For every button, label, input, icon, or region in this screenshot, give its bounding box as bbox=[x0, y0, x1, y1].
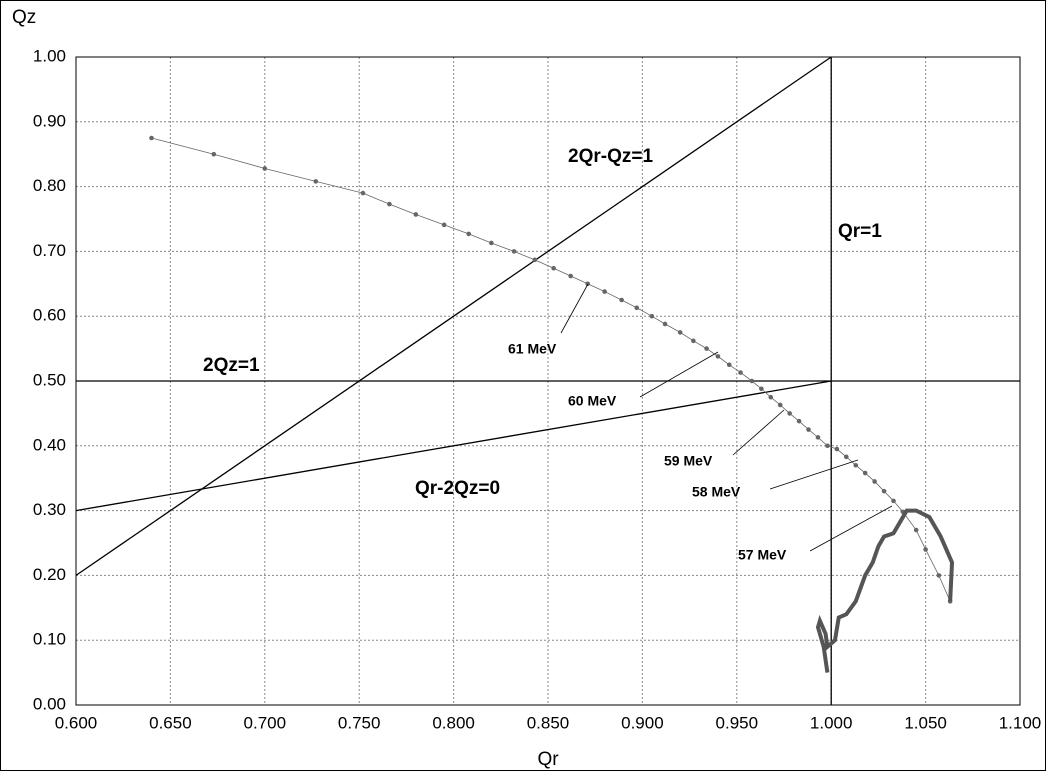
tune-point bbox=[568, 273, 573, 279]
y-tick-label: 0.40 bbox=[33, 435, 66, 454]
annotation-pointer bbox=[769, 459, 859, 490]
x-tick-label: 1.100 bbox=[999, 713, 1042, 732]
y-tick-label: 0.70 bbox=[33, 241, 66, 260]
x-axis-label: Qr bbox=[537, 749, 559, 770]
annotation: Qr-2Qz=0 bbox=[415, 478, 500, 499]
tune-point bbox=[834, 446, 840, 452]
annotation-pointer bbox=[732, 409, 785, 456]
x-tick-label: 0.950 bbox=[716, 713, 759, 732]
annotation-pointer bbox=[639, 351, 719, 398]
x-tick-label: 0.700 bbox=[244, 713, 287, 732]
tune-point bbox=[787, 411, 792, 416]
tune-point bbox=[891, 498, 896, 504]
y-tick-label: 0.60 bbox=[33, 306, 66, 325]
resonance-line bbox=[75, 380, 832, 512]
x-tick-label: 1.000 bbox=[810, 713, 853, 732]
tune-point bbox=[441, 222, 447, 228]
x-tick-label: 0.600 bbox=[55, 713, 98, 732]
tune-trace-thick bbox=[815, 508, 955, 673]
tune-point bbox=[489, 240, 494, 246]
y-tick-label: 1.00 bbox=[33, 46, 66, 65]
tune-point bbox=[466, 231, 472, 237]
tune-point bbox=[862, 470, 868, 476]
tune-point bbox=[777, 402, 783, 408]
x-tick-label: 0.750 bbox=[338, 713, 381, 732]
y-axis-label: Qz bbox=[12, 7, 36, 28]
annotation: 60 MeV bbox=[568, 393, 617, 409]
tune-point bbox=[923, 547, 928, 552]
y-tick-label: 0.30 bbox=[33, 500, 66, 519]
tune-point bbox=[634, 305, 640, 311]
y-tick-label: 0.20 bbox=[33, 565, 66, 584]
x-tick-label: 0.850 bbox=[527, 713, 570, 732]
annotation-pointer bbox=[560, 283, 589, 334]
tune-point bbox=[662, 321, 668, 327]
tune-point bbox=[872, 479, 877, 484]
tune-point bbox=[806, 427, 811, 432]
tune-point bbox=[649, 313, 655, 319]
tune-point bbox=[211, 151, 217, 157]
tune-point bbox=[796, 418, 802, 424]
tune-point bbox=[749, 378, 755, 384]
y-tick-label: 0.90 bbox=[33, 111, 66, 130]
tune-point bbox=[815, 435, 821, 440]
tune-point bbox=[677, 330, 683, 335]
annotation: 59 MeV bbox=[664, 453, 713, 469]
annotation: 57 MeV bbox=[738, 547, 787, 563]
tune-point bbox=[726, 362, 732, 368]
annotation: Qr=1 bbox=[838, 221, 882, 242]
tune-point bbox=[149, 135, 154, 141]
tune-point bbox=[825, 443, 830, 449]
annotation: 2Qz=1 bbox=[203, 355, 260, 376]
tune-point bbox=[759, 386, 764, 392]
annotation-pointer bbox=[809, 505, 893, 552]
annotation: 2Qr-Qz=1 bbox=[568, 146, 653, 167]
tune-point bbox=[936, 573, 942, 578]
y-tick-label: 0.00 bbox=[33, 694, 66, 713]
x-tick-label: 1.050 bbox=[904, 713, 947, 732]
tune-point bbox=[853, 462, 859, 468]
x-tick-label: 0.900 bbox=[621, 713, 664, 732]
annotation: 58 MeV bbox=[692, 484, 741, 500]
annotation: 61 MeV bbox=[508, 341, 557, 357]
tune-point bbox=[387, 201, 392, 207]
tune-point bbox=[602, 289, 607, 294]
tune-point bbox=[881, 488, 887, 494]
y-tick-label: 0.50 bbox=[33, 370, 66, 389]
y-tick-label: 0.10 bbox=[33, 630, 66, 649]
tune-point bbox=[511, 249, 517, 254]
tune-point bbox=[691, 338, 696, 344]
tune-point bbox=[551, 265, 556, 271]
tune-point bbox=[313, 179, 319, 184]
tune-point bbox=[913, 527, 919, 533]
tune-point bbox=[704, 346, 709, 351]
tune-point bbox=[715, 354, 721, 359]
y-tick-label: 0.80 bbox=[33, 176, 66, 195]
tune-point bbox=[738, 370, 743, 375]
tune-point bbox=[413, 212, 419, 217]
tune-point bbox=[262, 166, 268, 171]
tune-point bbox=[532, 257, 538, 263]
tune-point bbox=[585, 281, 590, 287]
x-tick-label: 0.650 bbox=[149, 713, 192, 732]
tune-point bbox=[360, 190, 366, 196]
tune-point bbox=[844, 454, 849, 460]
tune-point bbox=[619, 297, 624, 303]
tune-point bbox=[768, 394, 774, 400]
x-tick-label: 0.800 bbox=[432, 713, 475, 732]
